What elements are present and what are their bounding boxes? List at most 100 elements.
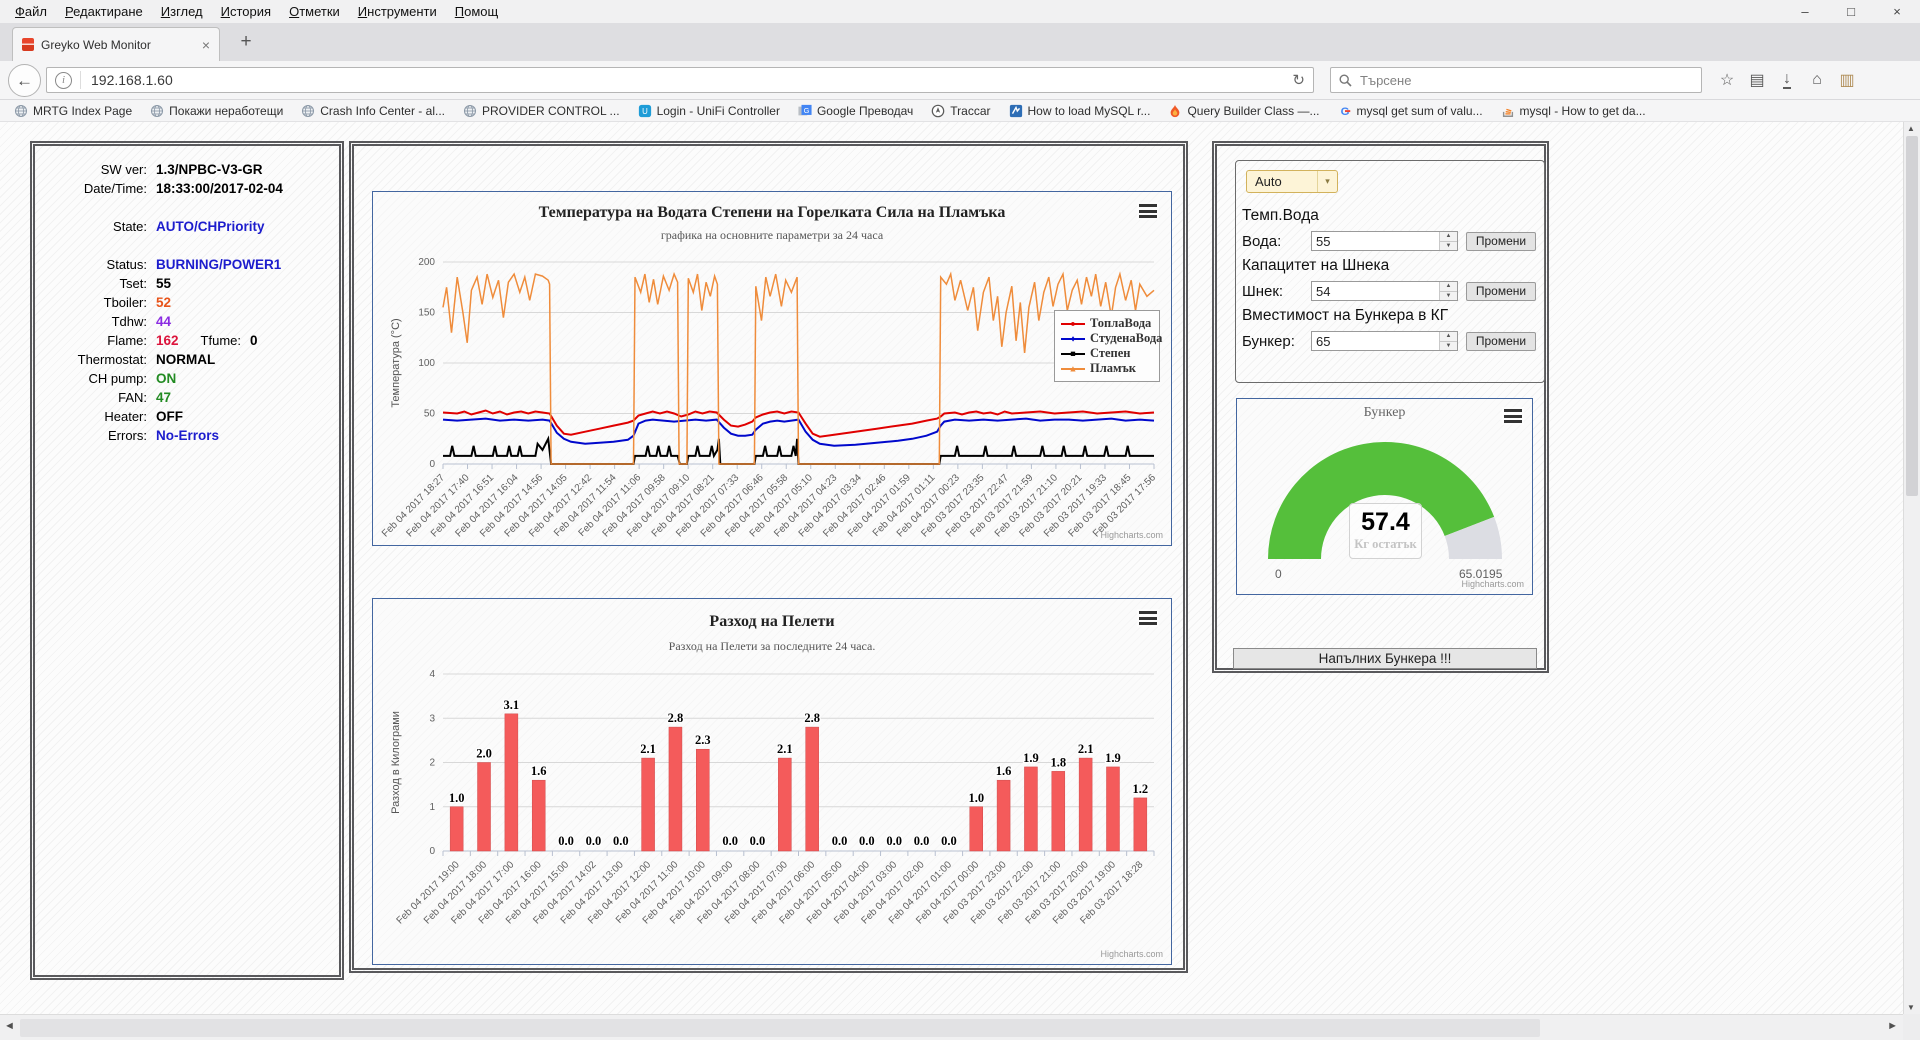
- status-value: No-Errors: [156, 428, 219, 443]
- scroll-up-icon[interactable]: ▲: [1907, 124, 1915, 133]
- vertical-scroll-thumb[interactable]: [1906, 136, 1918, 496]
- change-button[interactable]: Промени: [1466, 232, 1536, 251]
- setting-label: Бункер:: [1242, 333, 1311, 350]
- minimize-button[interactable]: –: [1782, 0, 1828, 23]
- close-button[interactable]: ×: [1874, 0, 1920, 23]
- legend-item[interactable]: ■Степен: [1061, 346, 1153, 361]
- setting-input-0[interactable]: [1312, 232, 1439, 250]
- spin-down-icon[interactable]: ▼: [1440, 242, 1457, 251]
- bookmark-item[interactable]: Gmysql get sum of valu...: [1338, 104, 1483, 118]
- bookmark-item[interactable]: How to load MySQL r...: [1009, 104, 1151, 118]
- maximize-button[interactable]: □: [1828, 0, 1874, 23]
- refill-bunker-button[interactable]: Напълних Бункера !!!: [1233, 648, 1537, 669]
- menu-item-помощ[interactable]: Помощ: [446, 2, 507, 21]
- tab-bar: Greyko Web Monitor × +: [0, 23, 1920, 61]
- spin-down-icon[interactable]: ▼: [1440, 342, 1457, 351]
- info-icon[interactable]: i: [55, 72, 72, 89]
- menu-item-файл[interactable]: Файл: [6, 2, 56, 21]
- spin-up-icon[interactable]: ▲: [1440, 282, 1457, 292]
- highcharts-credit[interactable]: Highcharts.com: [1461, 579, 1524, 589]
- scroll-right-icon[interactable]: ►: [1887, 1020, 1898, 1032]
- svg-text:2.1: 2.1: [1078, 742, 1094, 756]
- home-icon[interactable]: ⌂: [1802, 66, 1832, 94]
- search-input[interactable]: [1358, 72, 1693, 89]
- change-button[interactable]: Промени: [1466, 332, 1536, 351]
- sidebar-icon[interactable]: ▤: [1742, 66, 1772, 94]
- number-field: ▲▼: [1311, 231, 1458, 251]
- menu-bar-items: ФайлРедактиранеИзгледИсторияОтметкиИнстр…: [6, 2, 507, 21]
- status-label: Date/Time:: [35, 181, 147, 196]
- bookmark-label: Query Builder Class —...: [1187, 104, 1319, 118]
- horizontal-scroll-thumb[interactable]: [20, 1019, 1540, 1037]
- menu-item-отметки[interactable]: Отметки: [280, 2, 349, 21]
- star-icon-glyph: ☆: [1720, 70, 1734, 90]
- bookmark-item[interactable]: Query Builder Class —...: [1168, 104, 1319, 118]
- highcharts-credit[interactable]: Highcharts.com: [1100, 530, 1163, 540]
- bookmark-item[interactable]: PROVIDER CONTROL ...: [463, 104, 620, 118]
- scroll-left-icon[interactable]: ◄: [4, 1020, 15, 1032]
- status-row: Heater:OFF: [35, 407, 339, 426]
- spin-down-icon[interactable]: ▼: [1440, 292, 1457, 301]
- setting-row: Вода:▲▼Промени: [1242, 231, 1544, 251]
- bookmark-item[interactable]: Traccar: [931, 104, 990, 118]
- tab-close-icon[interactable]: ×: [202, 37, 210, 53]
- scrollbar-corner: [1903, 1014, 1920, 1040]
- setting-input-1[interactable]: [1312, 282, 1439, 300]
- tab-greyko[interactable]: Greyko Web Monitor ×: [12, 27, 220, 61]
- bookmark-item[interactable]: MRTG Index Page: [14, 104, 132, 118]
- bookmark-item[interactable]: GGoogle Преводач: [798, 104, 913, 118]
- window-controls: – □ ×: [1782, 0, 1920, 23]
- vertical-scrollbar[interactable]: ▲ ▼: [1903, 122, 1920, 1014]
- change-button[interactable]: Промени: [1466, 282, 1536, 301]
- chart-menu-icon[interactable]: [1137, 202, 1159, 220]
- spinner: ▲▼: [1439, 232, 1457, 250]
- star-icon[interactable]: ☆: [1712, 66, 1742, 94]
- scroll-down-icon[interactable]: ▼: [1907, 1003, 1915, 1012]
- status-value: 52: [156, 295, 171, 310]
- temperature-plot: 050100150200Feb 04 2017 18:27Feb 04 2017…: [373, 192, 1171, 545]
- search-bar[interactable]: [1330, 67, 1702, 93]
- setting-label: Шнек:: [1242, 283, 1311, 300]
- legend-item[interactable]: ●ТоплаВода: [1061, 316, 1153, 331]
- legend-marker-icon: ■: [1061, 349, 1085, 359]
- new-tab-button[interactable]: +: [232, 31, 260, 53]
- bookmark-item[interactable]: Crash Info Center - al...: [301, 104, 445, 118]
- chart-title: Температура на Водата Степени на Горелка…: [373, 204, 1171, 222]
- reload-icon[interactable]: ↻: [1292, 71, 1305, 89]
- navigation-bar: ← i ↻ ☆ ▤↓⌂▥: [0, 61, 1920, 100]
- spin-up-icon[interactable]: ▲: [1440, 232, 1457, 242]
- address-bar[interactable]: i ↻: [46, 67, 1314, 93]
- chart-legend[interactable]: ●ТоплаВода♦СтуденаВода■Степен▲Пламък: [1054, 310, 1160, 382]
- bookmark-item[interactable]: mysql - How to get da...: [1501, 104, 1646, 118]
- spin-up-icon[interactable]: ▲: [1440, 332, 1457, 342]
- legend-item[interactable]: ▲Пламък: [1061, 361, 1153, 376]
- mode-select[interactable]: Auto ▾: [1246, 170, 1338, 193]
- chart-menu-icon[interactable]: [1137, 609, 1159, 627]
- url-input[interactable]: [89, 71, 1286, 89]
- menu-item-история[interactable]: История: [212, 2, 280, 21]
- status-row: FAN:47: [35, 388, 339, 407]
- download-icon[interactable]: ↓: [1772, 66, 1802, 94]
- menu-item-изглед[interactable]: Изглед: [152, 2, 212, 21]
- legend-item[interactable]: ♦СтуденаВода: [1061, 331, 1153, 346]
- status-label: CH pump:: [35, 371, 147, 386]
- bookmark-item[interactable]: ULogin - UniFi Controller: [638, 104, 780, 118]
- horizontal-scrollbar[interactable]: ◄ ►: [0, 1014, 1920, 1040]
- highcharts-credit[interactable]: Highcharts.com: [1100, 949, 1163, 959]
- bookmark-label: Traccar: [950, 104, 990, 118]
- svg-text:0.0: 0.0: [750, 834, 766, 848]
- back-button[interactable]: ←: [8, 64, 41, 97]
- svg-text:3.1: 3.1: [504, 698, 520, 712]
- menu-item-редактиране[interactable]: Редактиране: [56, 2, 152, 21]
- status-row: Errors:No-Errors: [35, 426, 339, 445]
- status-row: CH pump:ON: [35, 369, 339, 388]
- bookmark-item[interactable]: Покажи неработещи: [150, 104, 283, 118]
- legend-label: ТоплаВода: [1090, 316, 1151, 331]
- status-label: SW ver:: [35, 162, 147, 177]
- library-icon[interactable]: ▥: [1832, 66, 1862, 94]
- bookmark-label: Crash Info Center - al...: [320, 104, 445, 118]
- chart-menu-icon[interactable]: [1502, 407, 1524, 425]
- setting-input-2[interactable]: [1312, 332, 1439, 350]
- status-value: AUTO/CHPriority: [156, 219, 265, 234]
- menu-item-инструменти[interactable]: Инструменти: [349, 2, 446, 21]
